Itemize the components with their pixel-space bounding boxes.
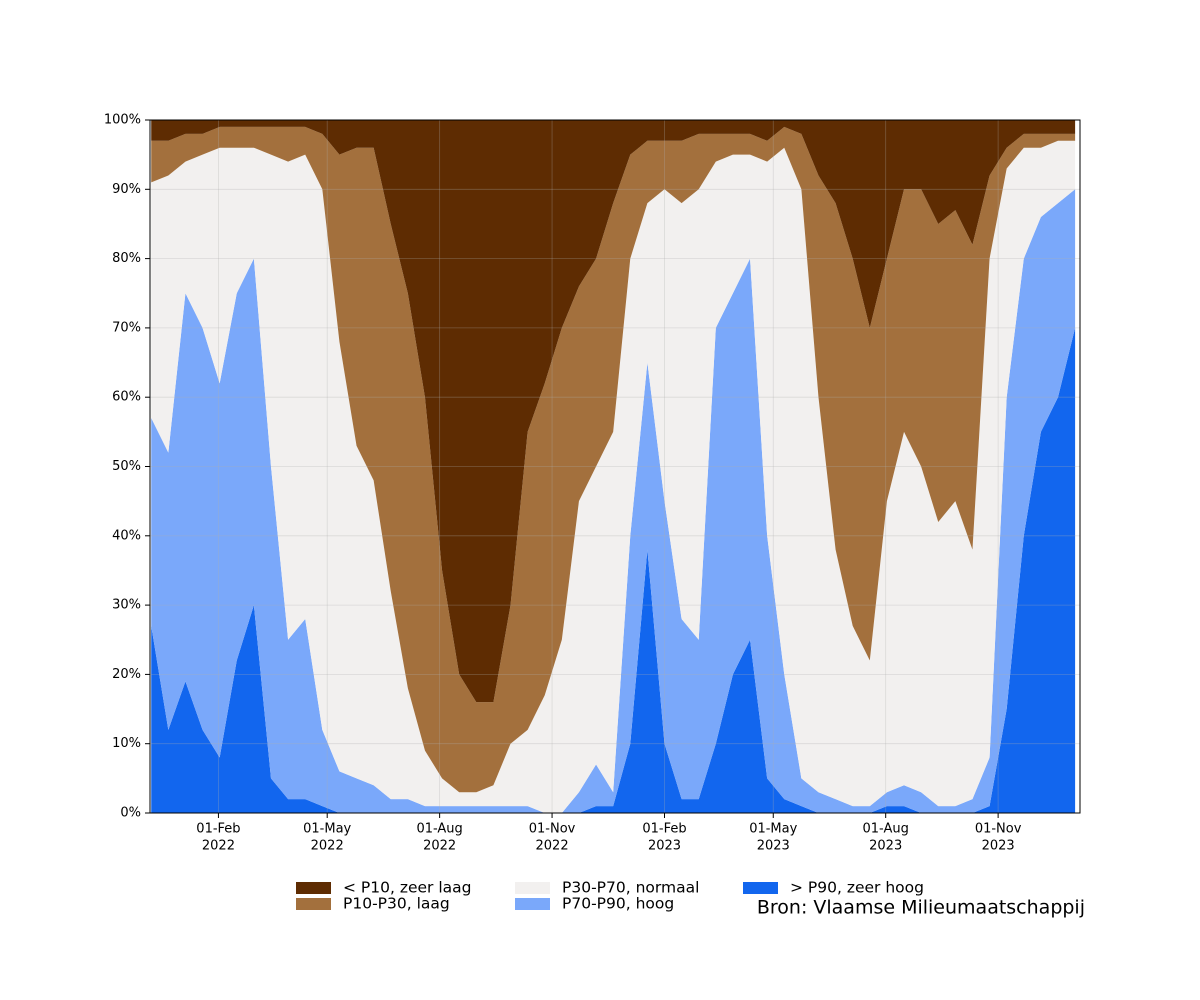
legend-swatch — [296, 882, 331, 894]
legend-label: P70-P90, hoog — [562, 895, 674, 913]
y-tick-label: 10% — [112, 736, 141, 751]
y-tick-label: 90% — [112, 182, 141, 197]
y-tick-label: 50% — [112, 459, 141, 474]
x-tick-label: 01-Nov — [529, 822, 576, 837]
legend-label: > P90, zeer hoog — [790, 879, 924, 897]
source-note: Bron: Vlaamse Milieumaatschappij — [757, 897, 1085, 919]
y-tick-label: 30% — [112, 598, 141, 613]
x-tick-label: 01-May — [303, 822, 351, 837]
x-tick-label: 2022 — [536, 839, 569, 854]
x-tick-label: 2022 — [202, 839, 235, 854]
x-tick-label: 01-Feb — [196, 822, 240, 837]
x-tick-label: 01-May — [749, 822, 797, 837]
legend-label: < P10, zeer laag — [343, 879, 472, 897]
y-tick-label: 70% — [112, 320, 141, 335]
plot-frame — [149, 119, 1081, 814]
x-tick-label: 2022 — [311, 839, 344, 854]
y-tick-label: 100% — [104, 113, 141, 128]
x-tick-label: 01-Nov — [975, 822, 1022, 837]
legend-swatch — [296, 898, 331, 910]
legend-swatch — [515, 898, 550, 910]
y-tick-label: 20% — [112, 667, 141, 682]
x-tick-label: 01-Aug — [416, 822, 462, 837]
area — [151, 140, 1076, 814]
x-tick-label: 2022 — [423, 839, 456, 854]
y-tick-label: 60% — [112, 390, 141, 405]
area — [151, 327, 1076, 813]
legend-swatch — [743, 882, 778, 894]
x-tick-label: 01-Feb — [642, 822, 686, 837]
y-tick-label: 80% — [112, 251, 141, 266]
y-tick-label: 0% — [120, 806, 141, 821]
area — [151, 120, 1076, 703]
x-tick-label: 2023 — [869, 839, 902, 854]
x-tick-label: 01-Aug — [863, 822, 909, 837]
legend-label: P30-P70, normaal — [562, 879, 699, 897]
area — [151, 126, 1076, 793]
x-tick-label: 2023 — [757, 839, 790, 854]
legend-label: P10-P30, laag — [343, 895, 450, 913]
legend-swatch — [515, 882, 550, 894]
x-tick-label: 2023 — [982, 839, 1015, 854]
y-tick-label: 40% — [112, 528, 141, 543]
x-tick-label: 2023 — [648, 839, 681, 854]
